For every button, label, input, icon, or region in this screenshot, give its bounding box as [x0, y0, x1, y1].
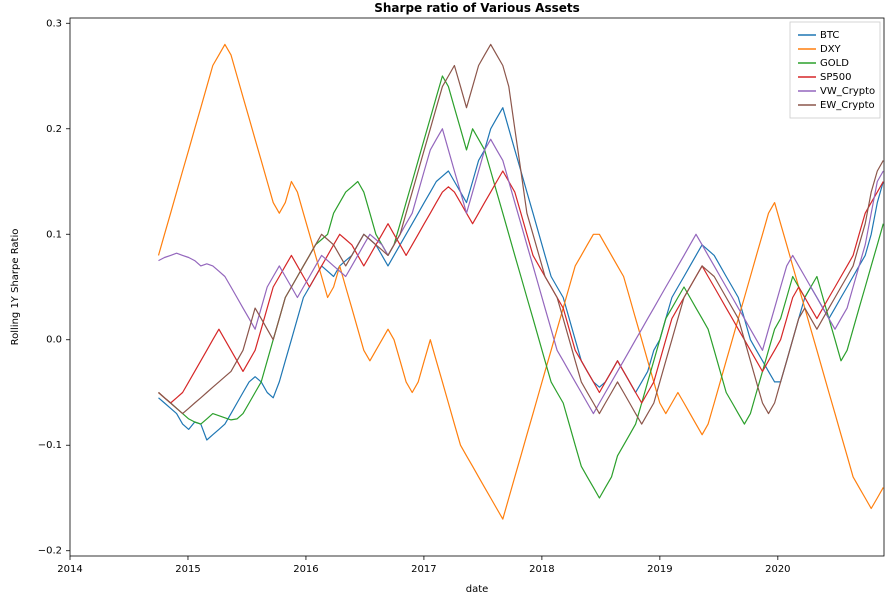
- svg-text:0.1: 0.1: [46, 229, 62, 240]
- svg-text:2019: 2019: [647, 564, 672, 575]
- svg-text:GOLD: GOLD: [820, 58, 849, 69]
- svg-text:−0.2: −0.2: [38, 546, 62, 557]
- svg-text:BTC: BTC: [820, 30, 839, 41]
- chart-container: 2014 2015 2016 2017 2018 2019 2020 −0.2 −0.1 0.0 0…: [0, 0, 896, 604]
- svg-text:Sharpe ratio of Various Assets: Sharpe ratio of Various Assets: [374, 1, 580, 15]
- svg-text:2020: 2020: [765, 564, 790, 575]
- svg-text:EW_Crypto: EW_Crypto: [820, 100, 875, 111]
- legend: BTC DXY GOLD SP500 VW_Crypto EW_Crypto: [790, 22, 880, 118]
- svg-text:−0.1: −0.1: [38, 440, 62, 451]
- svg-text:DXY: DXY: [820, 44, 842, 55]
- svg-text:0.3: 0.3: [46, 18, 62, 29]
- svg-text:date: date: [466, 584, 489, 595]
- svg-text:Rolling 1Y Sharpe Ratio: Rolling 1Y Sharpe Ratio: [10, 229, 21, 346]
- svg-text:2017: 2017: [411, 564, 436, 575]
- svg-text:2014: 2014: [57, 564, 82, 575]
- svg-text:0.0: 0.0: [46, 335, 62, 346]
- svg-text:2015: 2015: [175, 564, 200, 575]
- sharpe-ratio-chart: 2014 2015 2016 2017 2018 2019 2020 −0.2 −0.1 0.0 0…: [0, 0, 896, 604]
- svg-text:SP500: SP500: [820, 72, 851, 83]
- svg-text:VW_Crypto: VW_Crypto: [820, 86, 875, 97]
- svg-text:2018: 2018: [529, 564, 554, 575]
- svg-text:2016: 2016: [293, 564, 318, 575]
- svg-text:0.2: 0.2: [46, 124, 62, 135]
